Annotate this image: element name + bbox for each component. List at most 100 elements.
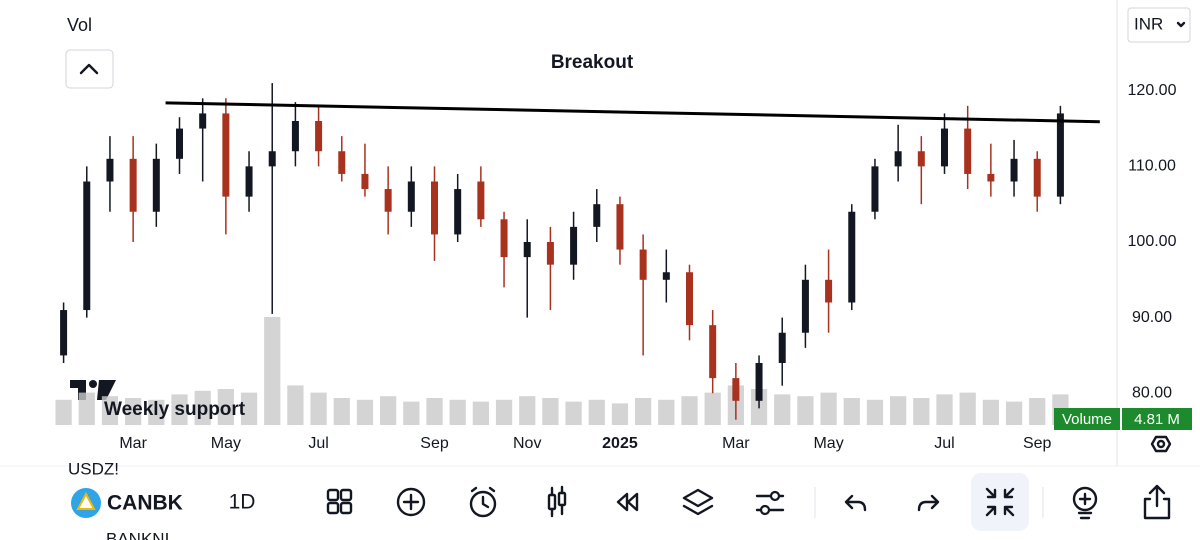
volume-bar	[658, 399, 675, 425]
volume-bar	[797, 396, 814, 425]
y-tick-label: 100.00	[1128, 233, 1177, 250]
candle-body	[361, 173, 369, 190]
volume-bar	[148, 399, 165, 425]
candle-body	[431, 181, 438, 235]
x-tick-label: Sep	[420, 435, 449, 452]
icon-indicators[interactable]	[547, 485, 567, 518]
volume-bar	[380, 396, 397, 425]
candle-body	[917, 151, 925, 167]
volume-bar	[333, 398, 350, 425]
candle-body	[523, 241, 531, 258]
volume-bar	[125, 398, 142, 425]
currency-caret	[1176, 21, 1186, 28]
candle-body	[801, 279, 809, 333]
volume-title: Vol	[67, 15, 92, 35]
trendline-label: Breakout	[551, 52, 634, 73]
volume-bar	[449, 399, 466, 425]
symbol[interactable]: CANBK	[107, 492, 183, 515]
volume-bar	[982, 399, 999, 425]
volume-badge-value: 4.81 M	[1134, 411, 1180, 428]
volume-bar	[635, 398, 652, 425]
watchlist-item[interactable]: USDZ!	[68, 459, 119, 478]
candle-body	[871, 166, 879, 212]
volume-bar	[936, 394, 953, 425]
volume-bar	[542, 398, 559, 425]
volume-bar	[890, 396, 907, 425]
icon-layouts[interactable]	[326, 488, 353, 515]
volume-bar	[78, 392, 95, 425]
volume-bar	[264, 317, 281, 425]
icon-collapse	[985, 487, 1015, 517]
candle-body	[199, 113, 207, 129]
currency-button[interactable]	[1127, 7, 1191, 43]
y-tick-label: 110.00	[1128, 158, 1176, 175]
icon-settings[interactable]	[755, 490, 785, 516]
candle-body	[60, 310, 68, 356]
y-tick-label: 90.00	[1132, 309, 1172, 326]
x-tick-label: May	[211, 435, 241, 452]
volume-bar	[820, 392, 837, 425]
collapse-button[interactable]	[65, 49, 114, 89]
candle-body	[454, 189, 462, 235]
volume-bar	[287, 385, 304, 425]
icon-ideas[interactable]	[1072, 486, 1098, 520]
candle-body	[152, 158, 160, 212]
candle-body	[1056, 113, 1064, 197]
volume-bar	[171, 394, 188, 425]
candle-body	[477, 181, 485, 220]
candle-body	[639, 249, 647, 280]
candle-body	[778, 332, 786, 363]
volume-bar	[704, 392, 721, 425]
volume-bar	[1029, 398, 1046, 425]
x-tick-label: Jul	[308, 435, 328, 452]
icon-undo[interactable]	[844, 494, 867, 512]
volume-bar	[426, 398, 443, 425]
icon-redo[interactable]	[917, 494, 940, 512]
icon-add[interactable]	[396, 487, 426, 517]
icon-replay[interactable]	[616, 492, 639, 512]
volume-bar	[913, 398, 930, 425]
watchlist-item[interactable]: BANKNI	[106, 529, 169, 540]
x-tick-label: Mar	[119, 435, 147, 452]
trendline	[165, 101, 1100, 124]
icon-share[interactable]	[1143, 484, 1171, 520]
x-tick-label: 2025	[602, 435, 638, 452]
candle-body	[848, 211, 856, 303]
candle-body	[941, 128, 948, 167]
icon-alert[interactable]	[469, 486, 497, 518]
x-tick-label: Jul	[934, 435, 954, 452]
candle-body	[83, 181, 91, 311]
volume-bar	[774, 394, 791, 425]
currency: INR	[1134, 14, 1163, 33]
candle-body	[709, 325, 717, 379]
volume-bar	[310, 392, 327, 425]
candle-body	[732, 378, 740, 401]
volume-bar	[681, 396, 698, 425]
y-tick-label: 80.00	[1132, 384, 1172, 401]
candle-body	[570, 226, 578, 265]
interval[interactable]: 1D	[229, 491, 256, 514]
x-tick-label: Mar	[722, 435, 750, 452]
volume-bar	[588, 399, 605, 425]
volume-bar	[240, 392, 258, 425]
candle-body	[616, 204, 624, 250]
plot: 80.00 90.00 100.00 110.00 120.00 Mar May Jul Sep…	[55, 52, 1177, 452]
candle-body	[755, 362, 763, 401]
settings-icon[interactable]	[1150, 435, 1172, 453]
collapse-icon	[79, 63, 99, 75]
candle-body	[987, 173, 995, 182]
candle-body	[291, 120, 299, 152]
symbol-logo-mark	[76, 491, 96, 510]
candle-body	[546, 241, 554, 265]
icon-layers[interactable]	[682, 488, 714, 516]
candle-body	[384, 189, 392, 212]
volume-badge-value-bg	[1122, 408, 1192, 430]
volume-bar	[843, 398, 860, 425]
candle-body	[1033, 158, 1041, 197]
candle-body	[129, 158, 137, 212]
candle-body	[245, 166, 253, 197]
volume-bar	[356, 399, 374, 425]
fullscreen-button-bg[interactable]	[971, 473, 1029, 531]
x-tick-label: Sep	[1023, 435, 1052, 452]
